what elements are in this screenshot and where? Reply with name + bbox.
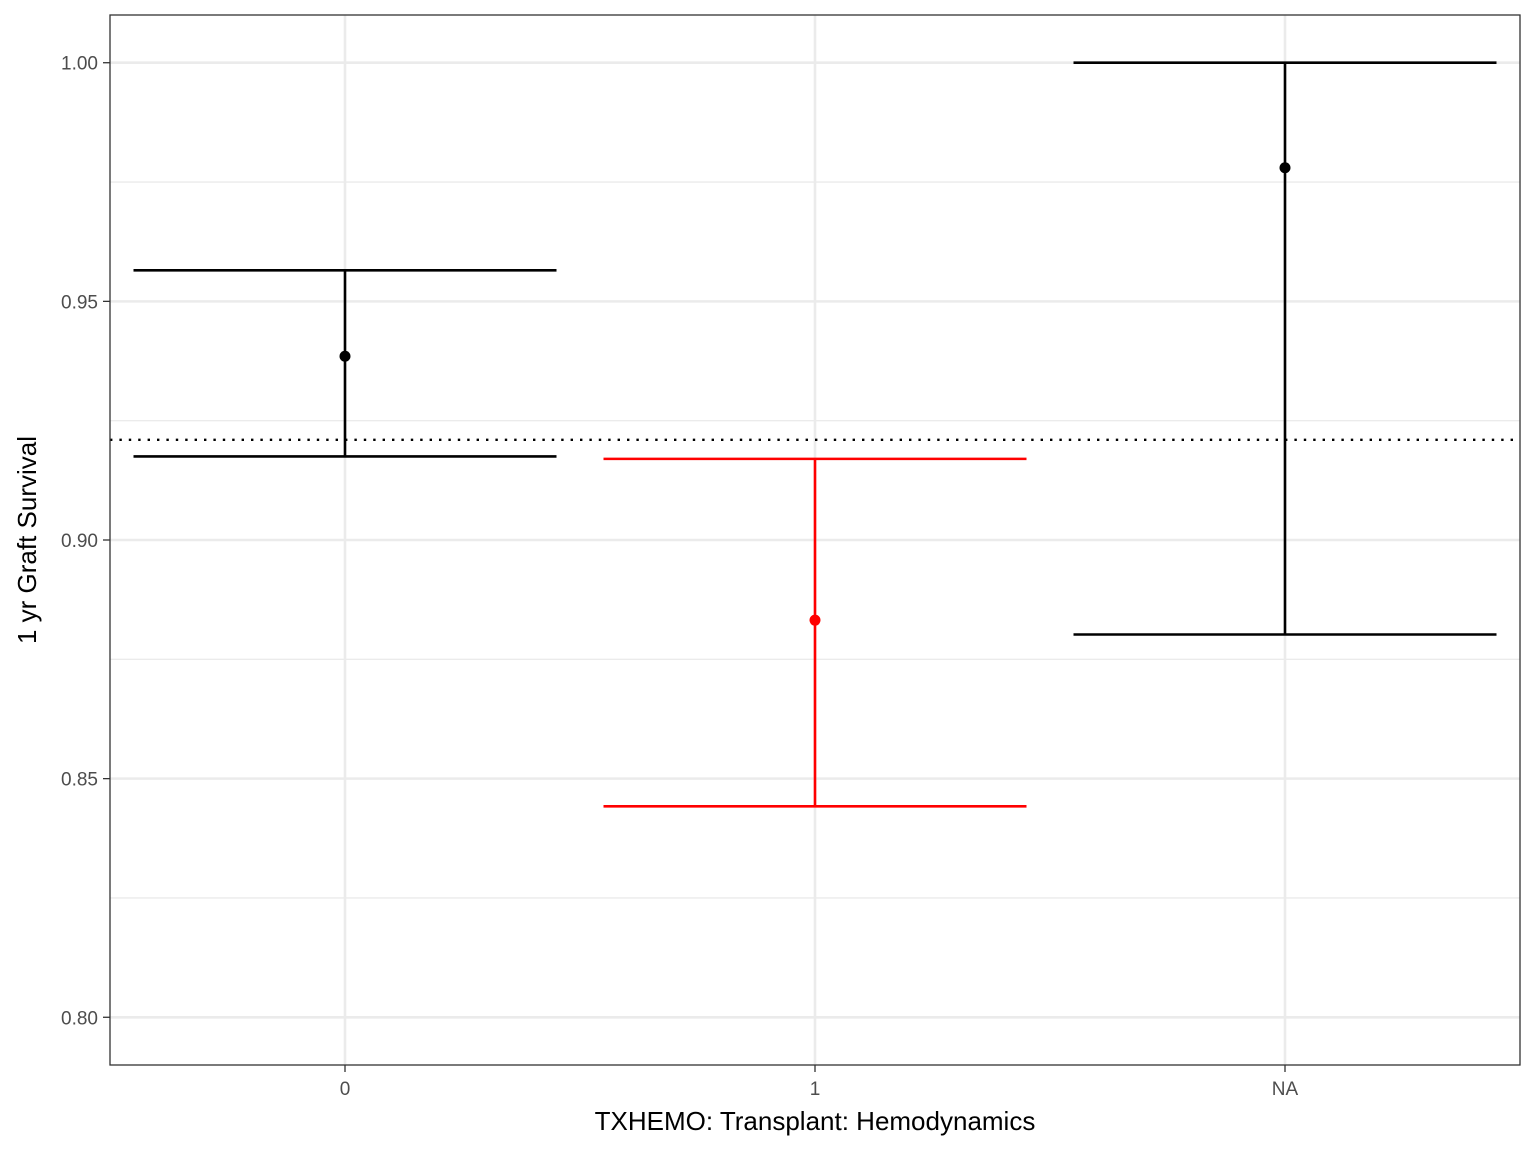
- x-tick-label: 0: [340, 1079, 351, 1100]
- y-axis-title: 1 yr Graft Survival: [12, 436, 42, 644]
- y-tick-label: 0.90: [61, 531, 98, 552]
- y-tick-label: 0.80: [61, 1008, 98, 1029]
- point-estimate: [809, 614, 821, 626]
- y-tick-label: 0.85: [61, 770, 98, 791]
- point-estimate: [339, 350, 351, 362]
- x-tick-label: 1: [810, 1079, 821, 1100]
- axes: 0.80 0.85 0.90 0.95 1.00 0 1 NA: [61, 54, 1299, 1100]
- errorbar-1: [603, 457, 1027, 808]
- y-tick-label: 0.95: [61, 292, 98, 313]
- y-tick-label: 1.00: [61, 54, 98, 75]
- x-tick-label: NA: [1272, 1079, 1299, 1100]
- errorbar-NA: [1073, 61, 1497, 636]
- errorbar-0: [133, 269, 557, 458]
- point-estimate: [1279, 162, 1291, 174]
- x-axis-title: TXHEMO: Transplant: Hemodynamics: [595, 1106, 1036, 1136]
- error-bars: [133, 61, 1497, 808]
